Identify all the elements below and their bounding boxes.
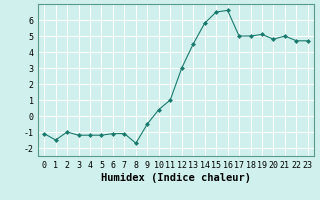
X-axis label: Humidex (Indice chaleur): Humidex (Indice chaleur) <box>101 173 251 183</box>
